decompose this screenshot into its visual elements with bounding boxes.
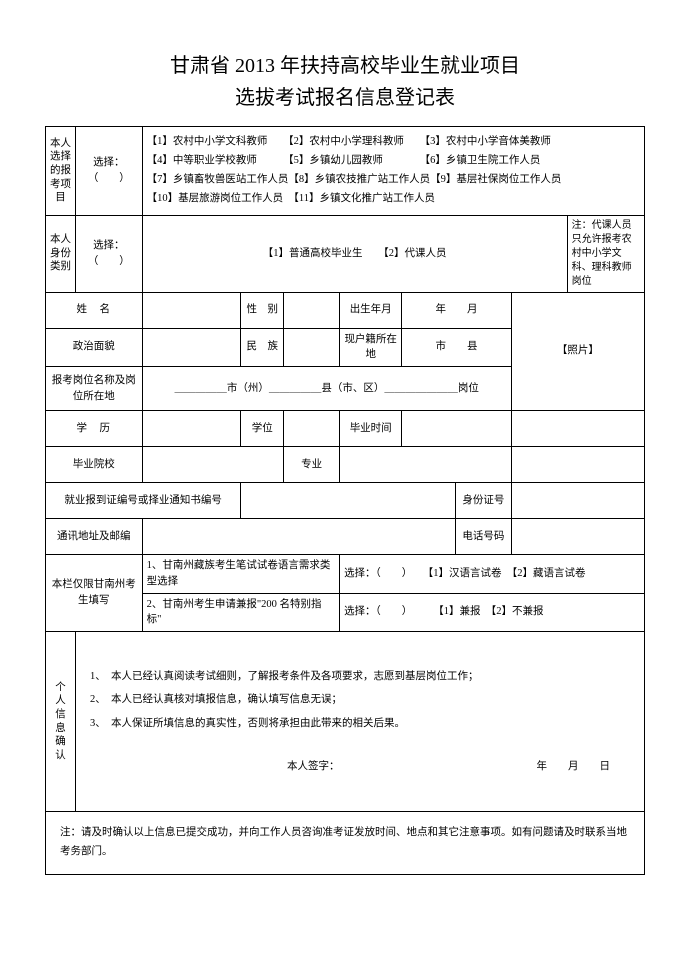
input-gender[interactable]: [284, 292, 340, 328]
label-gradtime: 毕业时间: [340, 411, 402, 447]
input-degree[interactable]: [284, 411, 340, 447]
input-gradtime[interactable]: [402, 411, 511, 447]
label-edu: 学 历: [46, 411, 143, 447]
label-tel: 电话号码: [455, 519, 511, 555]
sign-date: 年 月 日: [537, 755, 611, 778]
input-edu[interactable]: [142, 411, 241, 447]
blank-a: [511, 411, 644, 447]
label-idno: 身份证号: [455, 483, 511, 519]
confirm-body: 1、 本人已经认真阅读考试细则，了解报考条件及各项要求，志愿到基层岗位工作； 2…: [76, 632, 645, 812]
sign-label: 本人签字：: [287, 761, 340, 772]
gannan-q2-select[interactable]: 选择：（ ） 【1】兼报 【2】不兼报: [340, 593, 645, 632]
confirm-header: 个人信息确认: [46, 632, 76, 812]
photo-cell: 【照片】: [511, 292, 644, 411]
label-major: 专业: [284, 447, 340, 483]
row1-options: 【1】农村中小学文科教师 【2】农村中小学理科教师 【3】农村中小学音体美教师 …: [142, 127, 644, 216]
label-addr: 通讯地址及邮编: [46, 519, 143, 555]
row2-note: 注：代课人员只允许报考农村中小学文科、理科教师岗位: [567, 215, 644, 292]
label-hukou: 现户籍所在地: [340, 328, 402, 367]
input-political[interactable]: [142, 328, 241, 367]
input-idno[interactable]: [511, 483, 644, 519]
input-birth[interactable]: 年 月: [402, 292, 511, 328]
label-gender: 性 别: [241, 292, 284, 328]
gannan-q2: 2、甘南州考生申请兼报"200 名特别指标": [142, 593, 339, 632]
row1-header: 本人选择的报考项目: [46, 127, 76, 216]
input-name[interactable]: [142, 292, 241, 328]
input-addr[interactable]: [142, 519, 455, 555]
label-regno: 就业报到证编号或择业通知书编号: [46, 483, 241, 519]
confirm-l1: 1、 本人已经认真阅读考试细则，了解报考条件及各项要求，志愿到基层岗位工作；: [90, 665, 630, 688]
footer-note: 注：请及时确认以上信息已提交成功，并向工作人员咨询准考证发放时间、地点和其它注意…: [46, 812, 645, 875]
title-line2: 选拔考试报名信息登记表: [45, 82, 645, 114]
label-degree: 学位: [241, 411, 284, 447]
label-political: 政治面貌: [46, 328, 143, 367]
row2-options: 【1】普通高校毕业生 【2】代课人员: [142, 215, 567, 292]
label-birth: 出生年月: [340, 292, 402, 328]
input-school[interactable]: [142, 447, 284, 483]
row2-header: 本人身份类别: [46, 215, 76, 292]
confirm-l2: 2、 本人已经认真核对填报信息，确认填写信息无误；: [90, 688, 630, 711]
label-ethnic: 民 族: [241, 328, 284, 367]
row2-select[interactable]: 选择：（ ）: [76, 215, 143, 292]
registration-table: 本人选择的报考项目 选择：（ ） 【1】农村中小学文科教师 【2】农村中小学理科…: [45, 126, 645, 875]
gannan-header: 本栏仅限甘南州考生填写: [46, 555, 143, 632]
gannan-q1-select[interactable]: 选择：（ ） 【1】汉语言试卷 【2】藏语言试卷: [340, 555, 645, 594]
gannan-q1: 1、甘南州藏族考生笔试试卷语言需求类型选择: [142, 555, 339, 594]
input-tel[interactable]: [511, 519, 644, 555]
label-position: 报考岗位名称及岗位所在地: [46, 367, 143, 411]
label-school: 毕业院校: [46, 447, 143, 483]
input-ethnic[interactable]: [284, 328, 340, 367]
confirm-l3: 3、 本人保证所填信息的真实性，否则将承担由此带来的相关后果。: [90, 712, 630, 735]
row1-select[interactable]: 选择：（ ）: [76, 127, 143, 216]
input-major[interactable]: [340, 447, 512, 483]
label-name: 姓 名: [46, 292, 143, 328]
input-regno[interactable]: [241, 483, 456, 519]
input-position[interactable]: ＿＿＿＿＿市（州）＿＿＿＿＿县（市、区）＿＿＿＿＿＿＿岗位: [142, 367, 511, 411]
blank-b: [511, 447, 644, 483]
input-hukou[interactable]: 市 县: [402, 328, 511, 367]
title-line1: 甘肃省 2013 年扶持高校毕业生就业项目: [45, 50, 645, 82]
